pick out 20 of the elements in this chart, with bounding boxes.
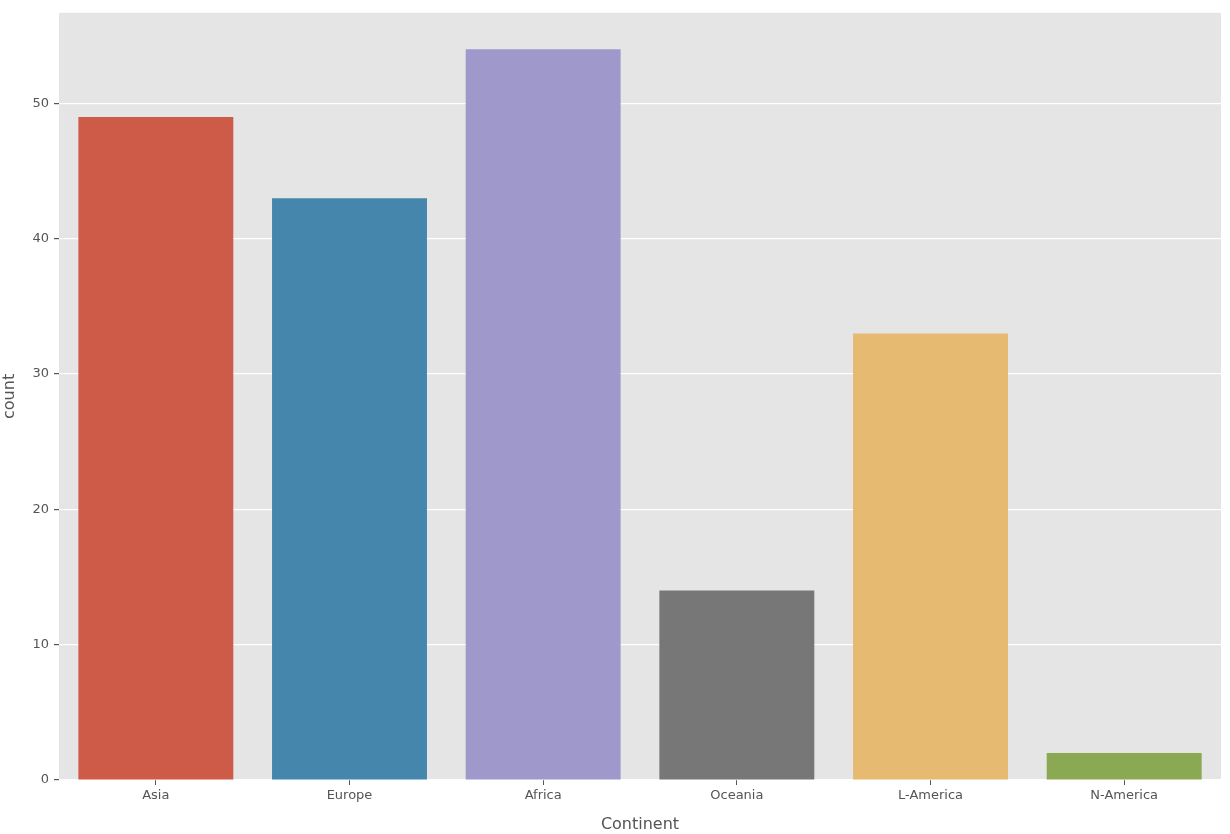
- bar: [853, 333, 1008, 780]
- x-tick-label: N-America: [1090, 787, 1159, 803]
- y-tick-label: 0: [40, 771, 49, 787]
- bar: [1046, 752, 1202, 780]
- x-tick-label: Asia: [142, 787, 170, 803]
- x-axis-title: Continent: [600, 813, 680, 833]
- y-axis-title: count: [0, 373, 18, 419]
- x-tick-label: L-America: [897, 787, 964, 803]
- y-tick-label: 10: [32, 636, 49, 652]
- bar: [659, 590, 815, 780]
- y-tick-label: 40: [32, 230, 49, 246]
- bar: [272, 198, 427, 780]
- bar: [78, 116, 234, 780]
- y-tick-label: 30: [32, 365, 49, 381]
- x-tick-label: Europe: [326, 787, 373, 803]
- y-tick-label: 50: [32, 94, 49, 110]
- bar: [465, 49, 621, 780]
- x-tick-label: Africa: [524, 787, 562, 803]
- x-tick-label: Oceania: [710, 787, 764, 803]
- y-tick-label: 20: [32, 500, 49, 516]
